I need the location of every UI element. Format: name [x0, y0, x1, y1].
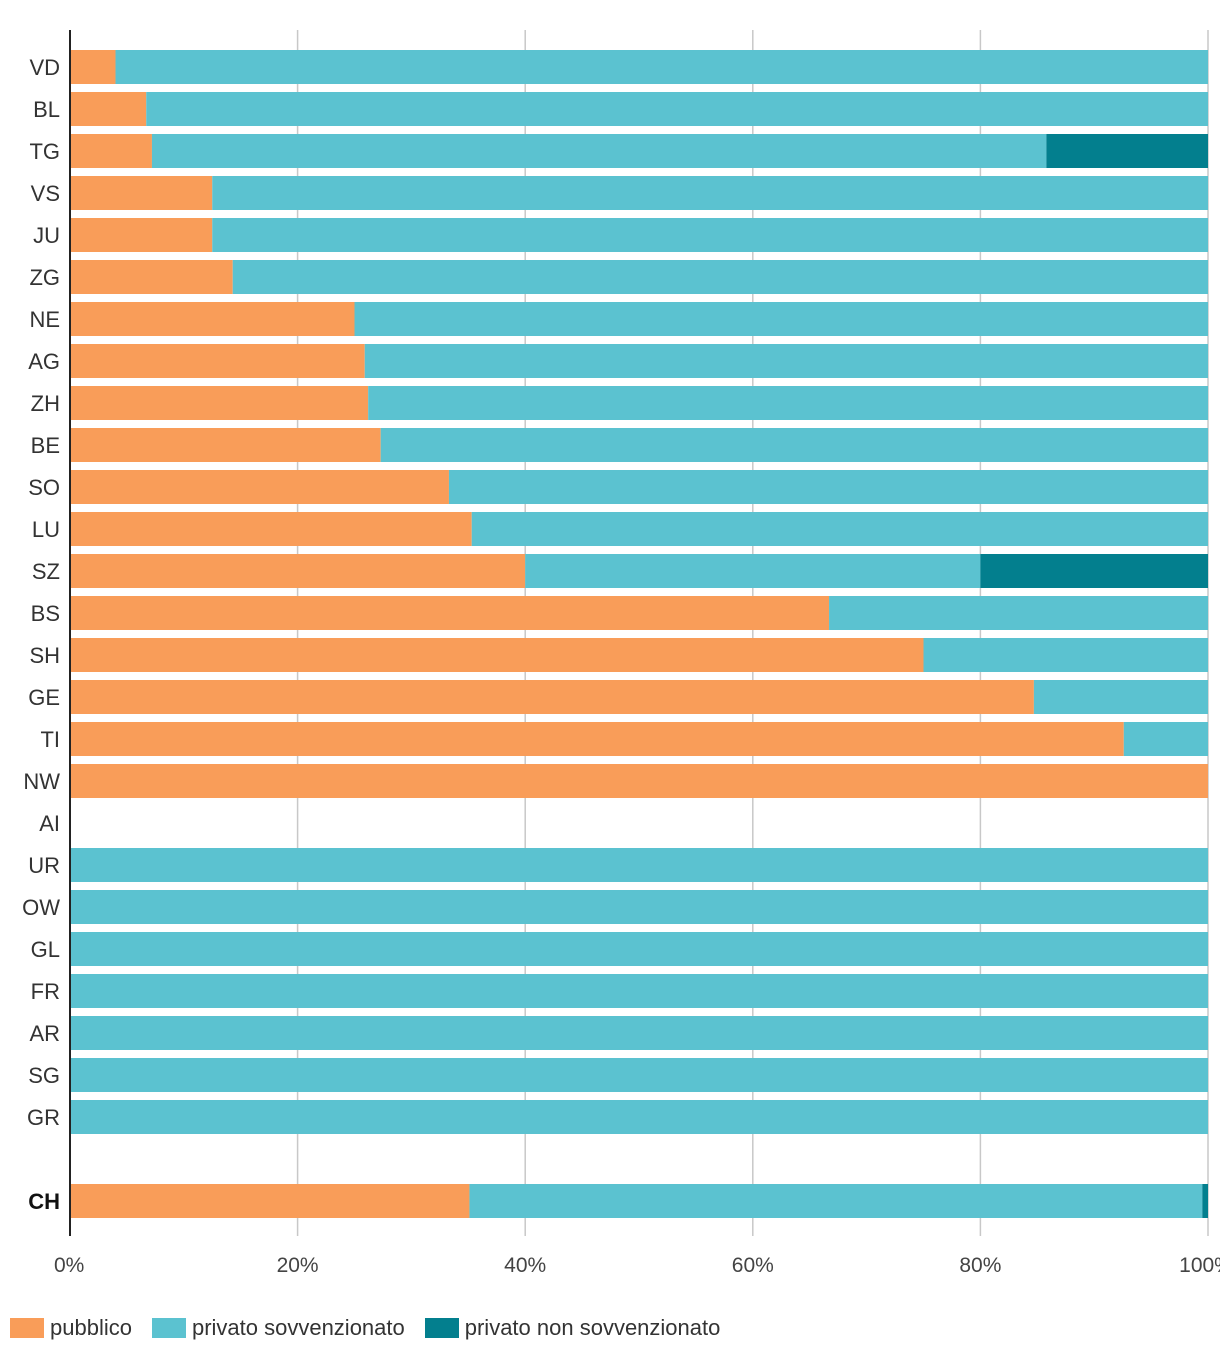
bar-segment	[70, 92, 147, 126]
bar-segment	[70, 596, 830, 630]
bar-segment	[70, 848, 1208, 882]
bar-segment	[70, 470, 449, 504]
category-label: BS	[31, 601, 60, 626]
category-labels: VD BL TG VS JU ZG NE AG ZH BE SO LU SZ BS SH GE TI NW AI UR…	[22, 55, 60, 1214]
bar-segment	[70, 386, 369, 420]
category-label: VS	[31, 181, 60, 206]
category-label: SO	[28, 475, 60, 500]
bar-segment	[70, 680, 1034, 714]
category-label: LU	[32, 517, 60, 542]
bar-segment	[232, 260, 1208, 294]
category-label: BL	[33, 97, 60, 122]
legend-swatch-privato-non-sovvenzionato	[424, 1318, 459, 1338]
category-label: NW	[23, 769, 60, 794]
bar-segment	[115, 50, 1208, 84]
bar-segment	[70, 218, 213, 252]
bar-segment	[212, 218, 1208, 252]
bar-segment	[70, 1058, 1208, 1092]
stacked-bar-chart: VD BL TG VS JU ZG NE AG ZH BE SO LU SZ BS SH GE TI NW AI UR…	[22, 30, 1220, 1277]
category-label: VD	[29, 55, 60, 80]
bar-segment	[448, 470, 1209, 504]
bar-segment	[70, 554, 526, 588]
bar-segment	[70, 764, 1208, 798]
bar-segment	[364, 344, 1208, 378]
legend-item-privato-sovvenzionato: privato sovvenzionato	[151, 1315, 405, 1341]
category-label: ZH	[31, 391, 60, 416]
legend-label-pubblico: pubblico	[50, 1315, 132, 1340]
category-label: SZ	[32, 559, 60, 584]
bar-segment	[70, 344, 365, 378]
bar-segment	[70, 260, 233, 294]
bar-segment	[1202, 1184, 1208, 1218]
bar-segment	[70, 932, 1208, 966]
category-label: CH	[28, 1189, 60, 1214]
category-label: GE	[28, 685, 60, 710]
legend-item-pubblico: pubblico	[10, 1315, 132, 1341]
category-label: JU	[33, 223, 60, 248]
category-label: ZG	[29, 265, 60, 290]
bar-segment	[70, 428, 381, 462]
bar-segment	[1123, 722, 1208, 756]
category-label: OW	[22, 895, 60, 920]
bar-segment	[469, 1184, 1203, 1218]
bar-segment	[829, 596, 1208, 630]
bar-segment	[70, 1184, 470, 1218]
bar-segment	[1046, 134, 1208, 168]
x-tick-labels: 0% 20% 40% 60% 80% 100%	[54, 1254, 1220, 1277]
bar-segment	[70, 302, 355, 336]
bar-segment	[1033, 680, 1208, 714]
bar-segment	[212, 176, 1208, 210]
x-tick-label: 60%	[732, 1254, 774, 1277]
bar-segment	[70, 638, 924, 672]
category-label: SG	[28, 1063, 60, 1088]
bar-segment	[525, 554, 981, 588]
bar-segment	[354, 302, 1208, 336]
bars	[70, 50, 1209, 1218]
bar-segment	[923, 638, 1208, 672]
bar-segment	[471, 512, 1208, 546]
category-label: GR	[27, 1105, 60, 1130]
x-tick-label: 100%	[1179, 1254, 1220, 1277]
category-label: AI	[39, 811, 60, 836]
bar-segment	[380, 428, 1208, 462]
category-label: BE	[31, 433, 60, 458]
category-label: TI	[40, 727, 60, 752]
bar-segment	[70, 176, 213, 210]
bar-segment	[70, 134, 152, 168]
category-label: NE	[29, 307, 60, 332]
x-tick-label: 0%	[54, 1254, 84, 1277]
category-label: GL	[31, 937, 60, 962]
bar-segment	[70, 722, 1124, 756]
category-label: TG	[29, 139, 60, 164]
bar-segment	[70, 1016, 1208, 1050]
category-label: SH	[29, 643, 60, 668]
legend-item-privato-non-sovvenzionato: privato non sovvenzionato	[424, 1315, 721, 1341]
bar-segment	[151, 134, 1047, 168]
legend-label-privato-non-sovvenzionato: privato non sovvenzionato	[464, 1315, 721, 1340]
legend-label-privato-sovvenzionato: privato sovvenzionato	[191, 1315, 405, 1340]
bar-segment	[70, 1100, 1208, 1134]
bar-segment	[70, 890, 1208, 924]
legend-swatch-privato-sovvenzionato	[151, 1318, 186, 1338]
legend-swatch-pubblico	[10, 1318, 44, 1338]
bar-segment	[70, 974, 1208, 1008]
category-label: AG	[28, 349, 60, 374]
bar-segment	[368, 386, 1208, 420]
x-tick-label: 20%	[277, 1254, 319, 1277]
bar-segment	[146, 92, 1209, 126]
x-tick-label: 80%	[959, 1254, 1001, 1277]
grid-lines	[296, 30, 1209, 1236]
category-label: FR	[31, 979, 60, 1004]
bar-segment	[70, 50, 116, 84]
bar-segment	[980, 554, 1208, 588]
category-label: AR	[29, 1021, 60, 1046]
legend: pubblico privato sovvenzionato privato n…	[10, 1312, 720, 1344]
bar-segment	[70, 512, 472, 546]
x-tick-label: 40%	[504, 1254, 546, 1277]
category-label: UR	[28, 853, 60, 878]
